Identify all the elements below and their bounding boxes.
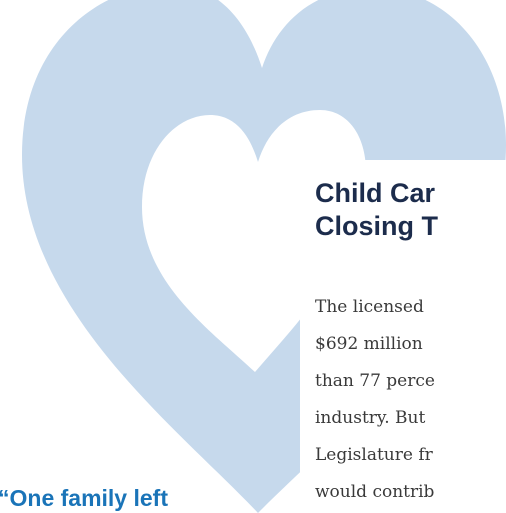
body-line: The licensed <box>315 289 435 326</box>
body-line: industry. But <box>315 400 435 437</box>
article-body: The licensed $692 million than 77 perce … <box>315 289 435 511</box>
body-line: Legislature fr <box>315 437 435 474</box>
body-line: would contrib <box>315 474 435 511</box>
heading-line: Closing T <box>315 210 438 243</box>
body-line: than 77 perce <box>315 363 435 400</box>
body-line: $692 million <box>315 326 435 363</box>
page: Child Car Closing T The licensed $692 mi… <box>0 0 506 513</box>
article-column: Child Car Closing T The licensed $692 mi… <box>300 160 506 513</box>
pull-quote: “One family left <box>0 485 168 512</box>
heading-line: Child Car <box>315 177 438 210</box>
article-heading: Child Car Closing T <box>315 177 438 243</box>
